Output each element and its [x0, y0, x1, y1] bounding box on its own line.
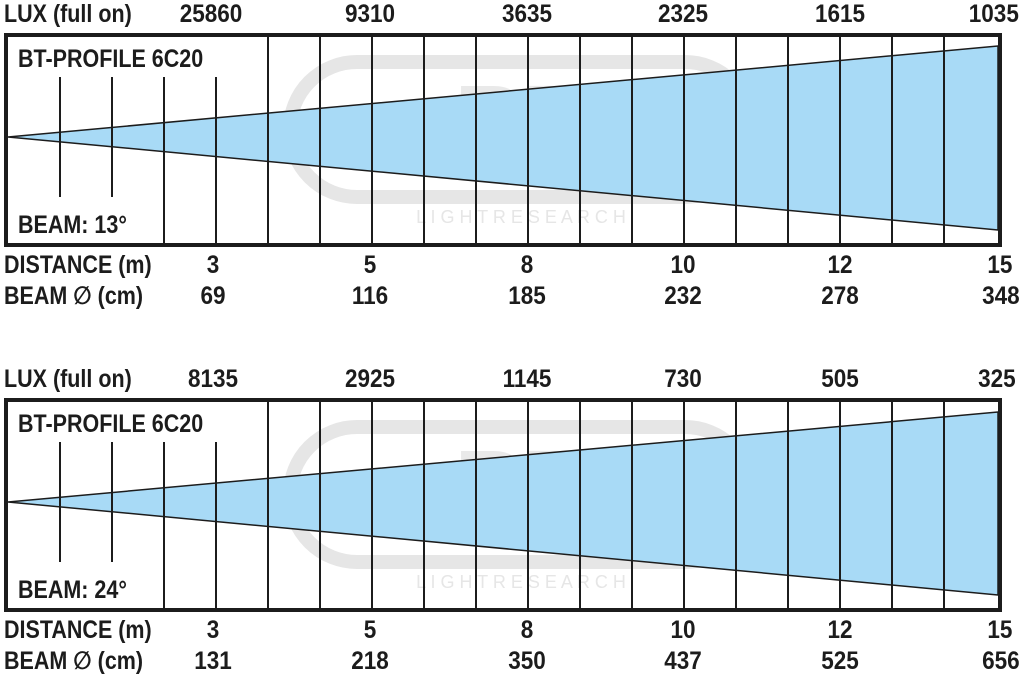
lux-value: 9310	[344, 0, 396, 28]
distance-value: 10	[670, 616, 696, 644]
beam-angle-label: BEAM: 24°	[18, 576, 127, 604]
distance-value: 5	[363, 616, 377, 644]
beam-diameter-value: 69	[200, 282, 226, 310]
lux-value: 25860	[179, 0, 243, 28]
lux-value: 505	[821, 365, 859, 393]
distance-gridlines	[267, 37, 945, 243]
lux-value: 1615	[814, 0, 866, 28]
light-beam-cone	[8, 45, 998, 231]
beam-diameter-value: 185	[508, 282, 546, 310]
watermark-text: L I G H T R E S E A R C H	[416, 572, 626, 592]
lux-value: 8135	[187, 365, 239, 393]
distance-value: 3	[206, 251, 220, 279]
distance-value: 8	[520, 616, 534, 644]
distance-value: 5	[363, 251, 377, 279]
beam-diameter-value: 348	[982, 282, 1020, 310]
lux-label: LUX (full on)	[4, 365, 132, 393]
distance-gridlines	[267, 402, 945, 608]
lux-label: LUX (full on)	[4, 0, 132, 28]
lux-value: 730	[664, 365, 702, 393]
lux-value: 1145	[502, 365, 552, 393]
lux-value: 1035	[969, 0, 1020, 28]
beam-diameter-value: 350	[508, 647, 546, 675]
beam-diameter-value: 525	[821, 647, 859, 675]
beam-lines-short	[59, 442, 217, 608]
beam-diameter-label: BEAM ∅ (cm)	[4, 282, 144, 310]
beam-panel-13: LUX (full on) 25860 9310 3635 2325 1615 …	[0, 0, 1024, 330]
beam-diameter-value: 232	[664, 282, 702, 310]
distance-value: 12	[827, 251, 853, 279]
light-beam-cone	[8, 411, 998, 596]
beam-diameter-value: 131	[194, 647, 232, 675]
distance-value: 8	[520, 251, 534, 279]
model-name: BT-PROFILE 6C20	[18, 45, 204, 73]
distance-value: 15	[987, 616, 1013, 644]
beam-diagram: BT L I G H T R E S E A R C H	[4, 398, 1002, 612]
beam-diagram-graphic: BT L I G H T R E S E A R C H	[8, 402, 998, 608]
beam-panel-24: LUX (full on) 8135 2925 1145 730 505 325…	[0, 365, 1024, 695]
lux-value: 3635	[501, 0, 553, 28]
lux-value: 2925	[344, 365, 396, 393]
model-name: BT-PROFILE 6C20	[18, 410, 204, 438]
watermark-text: L I G H T R E S E A R C H	[416, 207, 626, 227]
distance-value: 3	[206, 616, 220, 644]
distance-label: DISTANCE (m)	[4, 251, 152, 279]
beam-diameter-value: 116	[351, 282, 389, 310]
distance-label: DISTANCE (m)	[4, 616, 152, 644]
beam-diameter-value: 437	[664, 647, 702, 675]
beam-diameter-value: 278	[821, 282, 859, 310]
beam-diagram: BT L I G H T R E S E A R C H	[4, 33, 1002, 247]
beam-diagram-graphic: BT L I G H T R E S E A R C H	[8, 37, 998, 243]
distance-value: 15	[987, 251, 1013, 279]
lux-value: 325	[978, 365, 1016, 393]
beam-diameter-label: BEAM ∅ (cm)	[4, 647, 144, 675]
beam-angle-label: BEAM: 13°	[18, 211, 127, 239]
beam-lines-short	[59, 77, 217, 243]
beam-diameter-value: 218	[351, 647, 389, 675]
distance-value: 10	[670, 251, 696, 279]
distance-value: 12	[827, 616, 853, 644]
beam-diameter-value: 656	[982, 647, 1020, 675]
lux-value: 2325	[657, 0, 709, 28]
